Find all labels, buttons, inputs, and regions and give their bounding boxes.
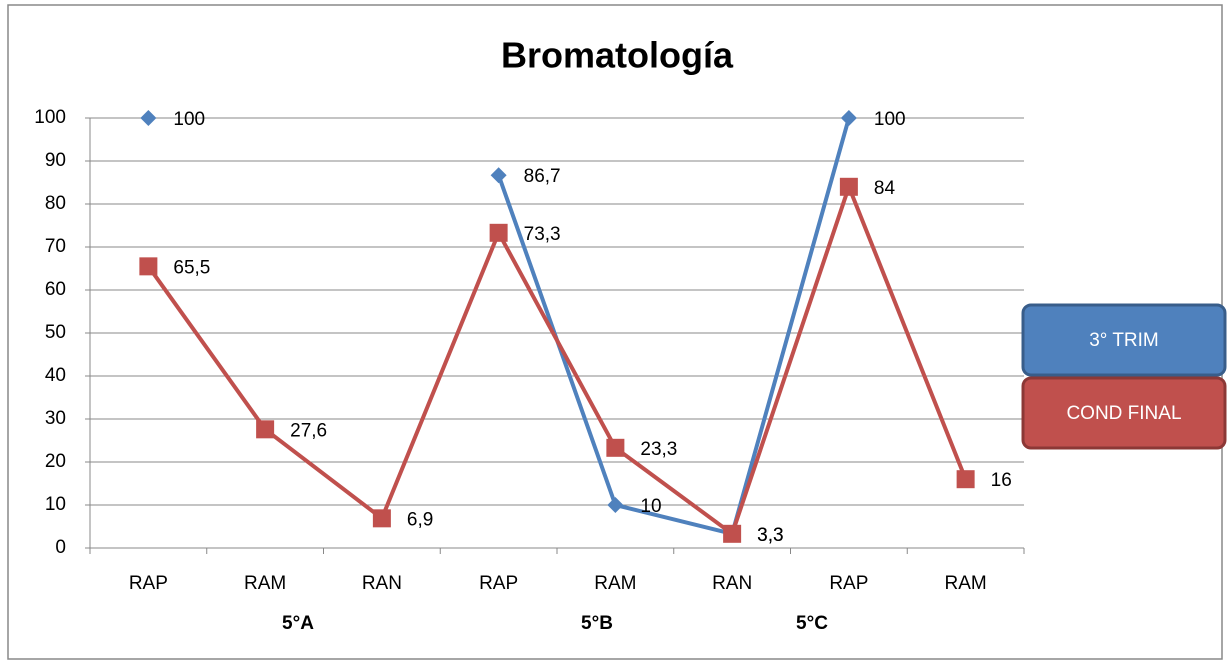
y-tick-label: 60 [45,279,66,300]
x-tick-label: RAP [479,573,518,594]
chart-border [7,4,1223,660]
x-tick-label: RAM [594,573,636,594]
group-label: 5°C [796,613,828,634]
marker [956,470,975,489]
y-tick-label: 0 [55,537,66,558]
data-label: 84 [874,178,896,199]
data-label: 10 [640,496,661,517]
marker [372,509,391,528]
data-label: 3,3 [757,525,783,546]
marker [140,110,157,126]
y-tick-label: 10 [45,494,66,515]
data-label: 3,3 [757,525,783,546]
x-tick-label: RAM [244,573,286,594]
marker [723,524,742,543]
y-tick-label: 30 [45,408,66,429]
group-label: 5°B [581,613,613,634]
legend-label: 3° TRIM [1089,330,1159,351]
legend-label: COND FINAL [1066,403,1181,424]
marker [839,177,858,196]
y-tick-label: 70 [45,236,66,257]
x-tick-label: RAN [362,573,402,594]
x-tick-label: RAM [945,573,987,594]
x-tick-label: RAP [829,573,868,594]
data-label: 73,3 [524,224,561,245]
y-tick-label: 100 [34,107,66,128]
marker [840,110,857,126]
data-label: 23,3 [640,439,677,460]
data-label: 100 [874,109,906,130]
marker [607,497,624,513]
data-label: 27,6 [290,420,327,441]
data-label: 16 [991,470,1012,491]
chart-title: Bromatología [501,35,734,76]
data-label: 100 [173,109,205,130]
marker [606,438,625,457]
group-label: 5°A [282,613,314,634]
marker [256,420,275,439]
x-tick-label: RAP [129,573,168,594]
data-label: 86,7 [524,166,561,187]
y-tick-label: 40 [45,365,66,386]
legend-box [1021,376,1227,450]
marker [489,223,508,242]
legend-box [1021,303,1227,377]
x-tick-label: RAN [712,573,752,594]
marker [139,257,158,276]
y-tick-label: 50 [45,322,66,343]
data-label: 6,9 [407,509,433,530]
marker [490,167,507,184]
y-tick-label: 90 [45,150,66,171]
y-tick-label: 80 [45,193,66,214]
y-tick-label: 20 [45,451,66,472]
series-line [146,184,968,536]
data-label: 65,5 [173,257,210,278]
